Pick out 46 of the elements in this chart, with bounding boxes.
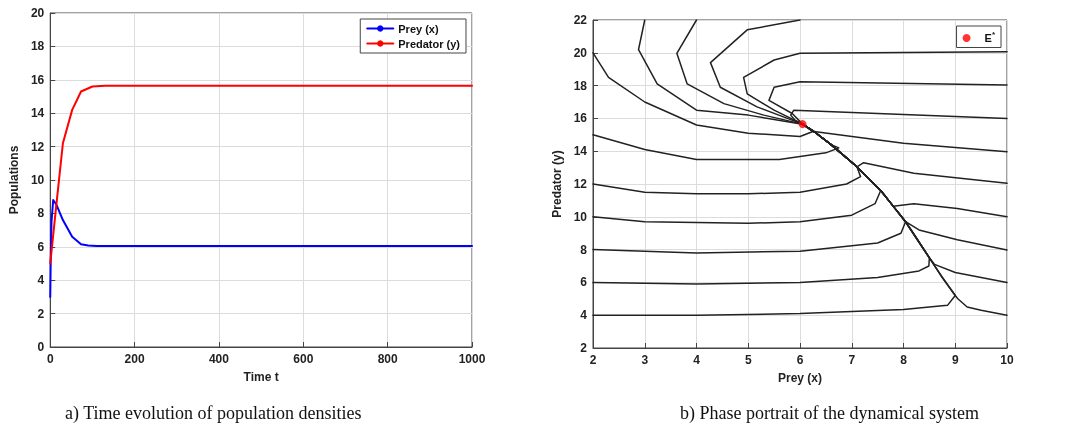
y-tick-label: 10 [573,209,588,224]
y-tick-label: 2 [37,306,45,321]
y-axis-title: Predator (y) [549,150,564,218]
x-tick-label: 600 [293,352,314,366]
x-tick-label: 400 [208,352,230,366]
y-tick-label: 16 [573,111,588,126]
x-tick-label: 10 [1000,353,1014,367]
y-tick-label: 18 [30,39,45,54]
x-tick-label: 7 [848,353,856,367]
y-tick-label: 6 [37,239,45,254]
x-tick-label: 800 [377,352,398,366]
x-tick-label: 1000 [458,352,486,366]
x-tick-label: 3 [641,353,649,367]
x-tick-label: 4 [693,353,701,367]
y-tick-label: 22 [573,13,588,27]
x-tick-label: 6 [796,353,804,367]
x-tick-label: 0 [46,352,54,366]
y-tick-label: 20 [30,6,45,20]
x-tick-label: 9 [951,353,959,367]
text: b) Phase portrait of the dynamical system [680,403,979,424]
y-tick-label: 20 [573,45,588,60]
y-tick-label: 14 [30,106,45,121]
y-tick-label: 10 [30,173,45,187]
y-tick-label: 12 [30,139,45,154]
x-axis-title: Prey (x) [777,371,823,385]
y-tick-label: 16 [30,72,45,87]
text: a) Time evolution of population densities [65,403,362,424]
legend-label: E* [984,29,996,44]
x-tick-label: 5 [744,353,752,367]
x-tick-label: 200 [124,352,145,366]
y-tick-label: 8 [580,242,588,257]
y-tick-label: 4 [580,308,588,323]
y-tick-label: 4 [37,273,45,288]
y-tick-label: 2 [580,341,588,355]
x-tick-label: 8 [900,353,908,367]
legend-label: Prey (x) [398,22,439,35]
y-tick-label: 14 [573,144,588,159]
legend-label: Predator (y) [398,37,461,50]
x-axis-title: Time t [243,370,279,384]
y-tick-label: 18 [573,78,588,93]
y-tick-label: 0 [37,340,45,354]
y-tick-label: 12 [573,177,588,191]
y-axis-title: Populations [7,145,21,215]
y-tick-label: 6 [580,275,588,290]
x-tick-label: 2 [589,353,597,367]
y-tick-label: 8 [37,206,45,221]
